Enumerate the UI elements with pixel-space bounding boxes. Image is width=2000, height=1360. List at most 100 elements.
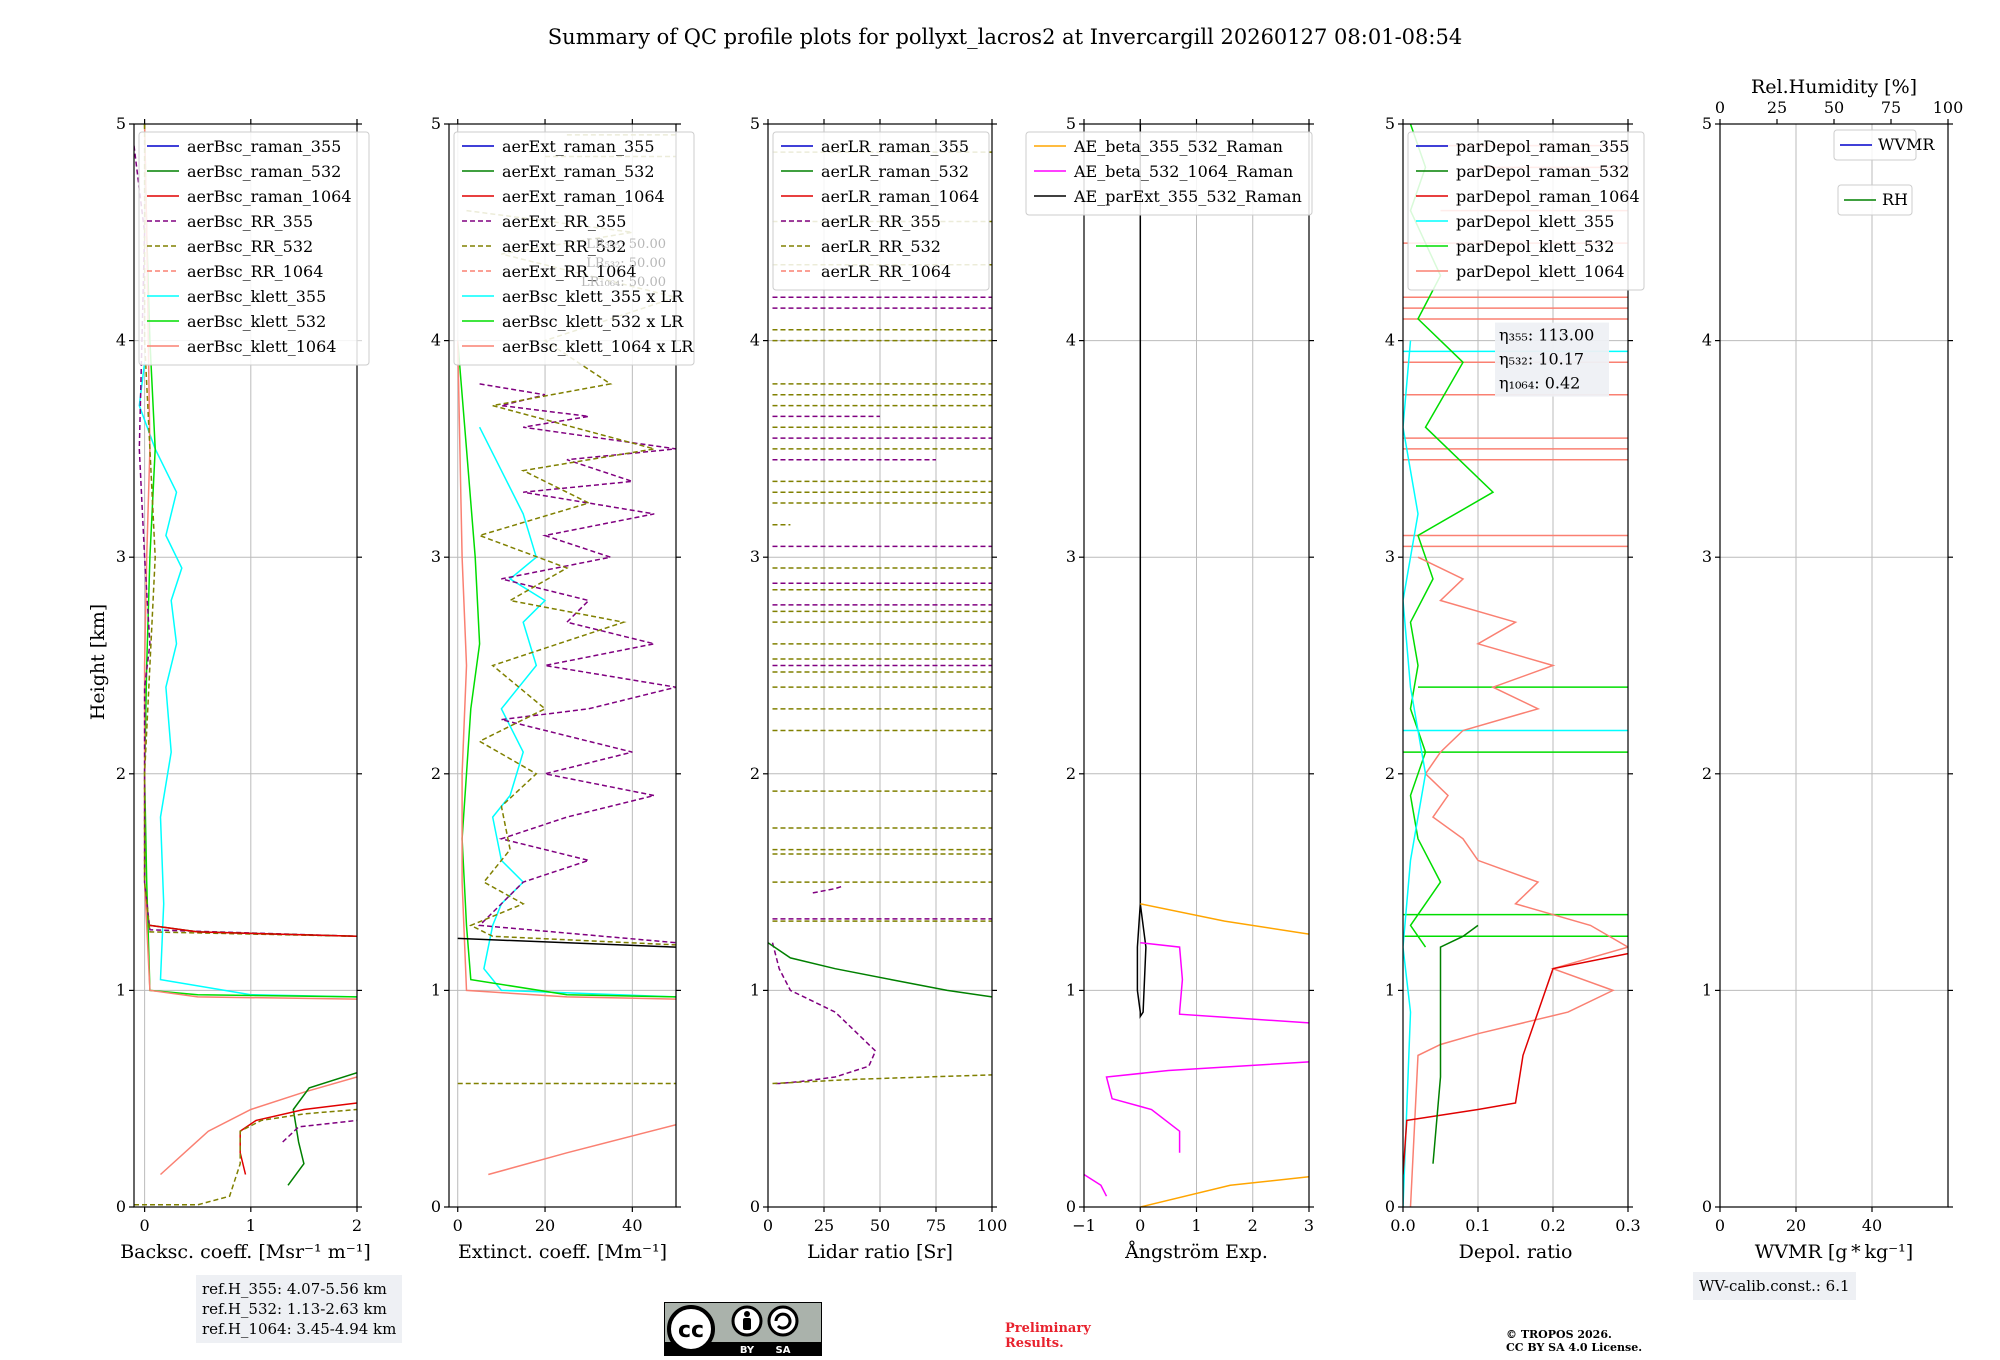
x-axis-label-ext: Extinct. coeff. [Mm⁻¹] (458, 1241, 667, 1263)
y-tick-label: 3 (1702, 547, 1712, 566)
legend-box (1025, 131, 1313, 216)
y-tick-label: 3 (750, 547, 760, 566)
y-tick-label: 4 (750, 331, 760, 350)
legend-label: aerLR_raman_532 (821, 162, 969, 181)
series-line-ae_parext_355_532_raman (1136, 124, 1147, 1019)
series-line-ae_beta_532_1064_raman (1140, 941, 1309, 1024)
y-tick-label: 2 (750, 764, 760, 783)
top-axis-label: Rel.Humidity [%] (1751, 76, 1917, 98)
series-line-aerbsc_rr_355_low (282, 1119, 357, 1143)
legend-label: aerExt_RR_532 (502, 237, 626, 256)
series-ae (1084, 124, 1309, 1207)
y-tick-label: 0 (1066, 1197, 1076, 1216)
lr-annotation: LR₅₃₂: 50.00 (586, 256, 666, 271)
legend-label: aerExt_raman_1064 (502, 187, 665, 206)
x-tick-label: 0 (1715, 1216, 1725, 1235)
y-tick-label: 0 (431, 1197, 441, 1216)
legend-bsc: aerBsc_raman_355 aerBsc_raman_532 aerBsc_r… (138, 131, 370, 366)
x-tick-label: 2 (1248, 1216, 1258, 1235)
x-tick-label: 0 (453, 1216, 463, 1235)
legend-label: aerExt_RR_355 (502, 212, 626, 231)
x-tick-label: 0.0 (1390, 1216, 1415, 1235)
series-line-pardepol_klett_355 (1403, 340, 1427, 1207)
x-axis-label-wv: WVMR [g * kg⁻¹] (1755, 1241, 1913, 1263)
x-tick-label: 20 (535, 1216, 555, 1235)
y-tick-label: 0 (1702, 1197, 1712, 1216)
ticks-wv (1715, 119, 1953, 1212)
y-tick-label: 1 (750, 980, 760, 999)
eta-box (1495, 322, 1609, 397)
preliminary-line-1: Preliminary (1005, 1321, 1091, 1336)
legend-label: aerBsc_klett_532 x LR (502, 312, 684, 331)
x-tick-label: 20 (1786, 1216, 1806, 1235)
ticks-depol (1398, 119, 1633, 1212)
top-x-tick-label: 75 (1881, 98, 1901, 117)
series-line-aerbsc_rr_532 (143, 124, 357, 938)
x-tick-label: 0.2 (1540, 1216, 1565, 1235)
legend-box (1407, 131, 1645, 291)
ticks-ae (1079, 119, 1314, 1212)
x-tick-label: 100 (977, 1216, 1008, 1235)
axes-frame-ext (448, 123, 677, 1208)
y-tick-label: 1 (1702, 980, 1712, 999)
legend-label: aerBsc_klett_355 (187, 287, 326, 306)
x-tick-label: 1 (246, 1216, 256, 1235)
series-line-aerbsc_klett_1064_low (159, 1076, 357, 1176)
ref-height-532: ref.H_532: 1.13-2.63 km (202, 1300, 387, 1318)
lr-annotation: LR₁₀₆₄: 50.00 (581, 275, 666, 290)
series-line-pardepol_klett_1064 (1409, 556, 1628, 1207)
cc-by-sa-badge: cc BY SA (664, 1302, 822, 1356)
cc-logo-icon (667, 1305, 715, 1353)
y-tick-label: 3 (1066, 547, 1076, 566)
legend-label: aerBsc_RR_532 (187, 237, 313, 256)
ticks-ext (444, 119, 681, 1212)
y-tick-label: 2 (116, 764, 126, 783)
legend-lr: aerLR_raman_355 aerLR_raman_532 aerLR_rama… (772, 131, 990, 291)
legend-label: aerBsc_raman_532 (187, 162, 341, 181)
y-tick-label: 1 (1066, 980, 1076, 999)
x-tick-label: 40 (1862, 1216, 1882, 1235)
series-line-aerlr_raman_532 (768, 942, 992, 998)
y-tick-label: 2 (1385, 764, 1395, 783)
y-tick-label: 1 (1385, 980, 1395, 999)
ticks-lr (763, 119, 997, 1212)
copyright-line-2: CC BY SA 4.0 License. (1506, 1341, 1643, 1354)
ref-heights-box: ref.H_355: 4.07-5.56 km ref.H_532: 1.13-… (196, 1275, 403, 1343)
y-tick-label: 4 (1066, 331, 1076, 350)
top-x-tick-label: 100 (1933, 98, 1964, 117)
preliminary-line-2: Results. (1005, 1336, 1064, 1351)
ref-height-1064: ref.H_1064: 3.45-4.94 km (202, 1320, 397, 1338)
legend-label: parDepol_raman_355 (1456, 137, 1629, 156)
series-line-ae_beta_355_532_raman_low (1140, 1175, 1309, 1207)
series-line-aerbsc_klett_1064 x lr (456, 340, 676, 1000)
sa-share-icon (767, 1305, 799, 1337)
x-tick-label: 0 (1135, 1216, 1145, 1235)
eta-annotation: η₅₃₂: 10.17 (1499, 350, 1584, 369)
legend-depol: parDepol_raman_355 parDepol_raman_532 parD… (1407, 131, 1645, 291)
legend-label: aerBsc_klett_1064 x LR (502, 337, 694, 356)
series-line-aerext_raman_532 (457, 937, 676, 948)
eta-annotation: η₁₀₆₄: 0.42 (1499, 374, 1580, 393)
panel-ext: 0 20 40 0 1 2 3 4 5 Extinct. coeff. [Mm⁻¹] aerExt_… (431, 114, 695, 1263)
lr-annotation: LR₃₅₅: 50.00 (586, 237, 666, 252)
legend-label: WVMR (1878, 135, 1935, 154)
series-line-aerbsc_raman_1064 (149, 924, 357, 938)
y-axis-label: Height [km] (87, 604, 109, 720)
y-tick-label: 4 (1702, 331, 1712, 350)
legend-label: parDepol_klett_532 (1456, 237, 1614, 256)
top-x-tick-label: 0 (1715, 98, 1725, 117)
series-line-aerbsc_klett_355 (138, 362, 357, 998)
y-tick-label: 5 (1066, 114, 1076, 133)
x-tick-label: 0 (140, 1216, 150, 1235)
legend-label: AE_parExt_355_532_Raman (1073, 187, 1302, 206)
y-tick-label: 5 (1385, 114, 1395, 133)
legend-label: aerExt_RR_1064 (502, 262, 637, 281)
panel-wv: 0 20 40 0 1 2 3 4 5 WVMR [g * kg⁻¹] 0 25 50 75 100 Rel.… (1702, 76, 1963, 1263)
copyright-line-1: © TROPOS 2026. (1506, 1328, 1612, 1341)
y-tick-label: 5 (750, 114, 760, 133)
legend-label: aerBsc_RR_1064 (187, 262, 323, 281)
legend-wv: WVMR RH (1833, 129, 1935, 216)
y-tick-label: 5 (1702, 114, 1712, 133)
legend-label: aerExt_raman_532 (502, 162, 655, 181)
